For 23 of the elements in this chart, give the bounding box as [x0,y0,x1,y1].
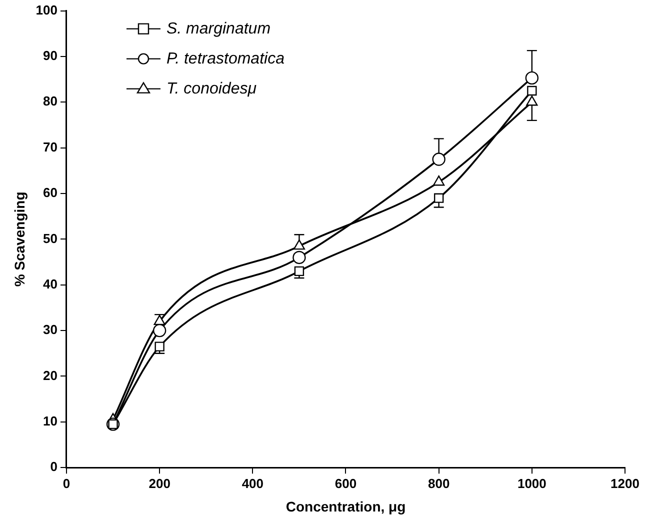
x-tick-label: 600 [334,476,357,491]
y-tick-label: 20 [43,368,58,383]
x-axis-title: Concentration, μg [286,498,406,514]
x-tick-label: 800 [428,476,450,491]
x-tick-label: 200 [148,476,170,491]
y-tick-label: 70 [43,139,58,154]
y-tick-label: 40 [43,276,58,292]
x-tick-label: 1000 [517,476,546,491]
x-tick-label: 400 [242,476,264,491]
y-tick-label: 90 [43,48,58,64]
x-tick-label: 0 [62,476,70,491]
y-tick-label: 10 [43,414,58,428]
y-tick-label: 50 [43,230,58,246]
x-tick-label: 1200 [610,476,640,491]
y-tick-label: 60 [43,185,58,200]
y-tick-label: 80 [43,94,58,109]
y-tick-label: 0 [50,459,58,474]
legend-label: T. conoidesμ [166,80,257,98]
y-tick-label: 100 [36,2,58,18]
y-tick-label: 30 [43,322,58,338]
y-axis-title: % Scavenging [11,192,28,287]
legend-label: S. marginatum [166,20,271,38]
legend-label: P. tetrastomatica [166,50,285,68]
